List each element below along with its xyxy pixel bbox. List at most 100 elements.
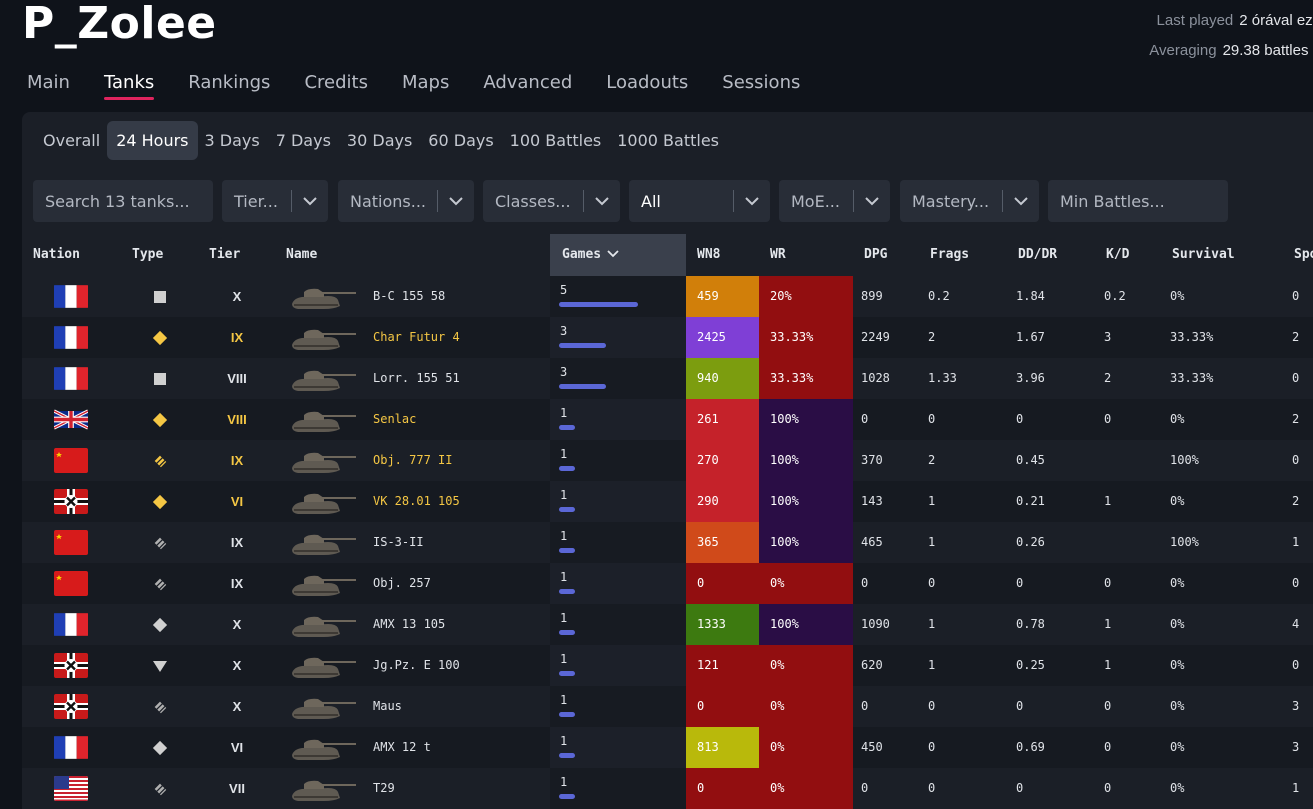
tab-maps[interactable]: Maps xyxy=(401,72,450,93)
spo-cell: 3 xyxy=(1292,740,1300,754)
column-header-tier[interactable]: Tier xyxy=(209,234,240,276)
search-input[interactable]: Search 13 tanks... xyxy=(33,180,213,222)
tier-cell: IX xyxy=(230,330,244,345)
class-td-icon xyxy=(152,698,168,715)
column-header-name[interactable]: Name xyxy=(286,234,317,276)
table-row[interactable]: X Maus 1 0 0% 0 0 0 0 0% 3 xyxy=(22,686,1313,727)
column-header-games[interactable]: Games xyxy=(550,234,686,276)
tank-name[interactable]: Char Futur 4 xyxy=(373,330,460,344)
moe-select[interactable]: MoE... xyxy=(779,180,890,222)
mastery-select[interactable]: Mastery... xyxy=(900,180,1039,222)
table-row[interactable]: IX Obj. 257 1 0 0% 0 0 0 0 0% 0 xyxy=(22,563,1313,604)
column-header-dpg[interactable]: DPG xyxy=(864,234,887,276)
tier-cell: X xyxy=(232,658,242,673)
period-60-days[interactable]: 60 Days xyxy=(428,131,494,150)
table-row[interactable]: IX Obj. 777 II 1 270 100% 370 2 0.45 100% 0 xyxy=(22,440,1313,481)
tab-advanced[interactable]: Advanced xyxy=(483,72,573,93)
column-header-survival[interactable]: Survival xyxy=(1172,234,1235,276)
dddr-cell: 3.96 xyxy=(1016,371,1045,385)
games-count: 1 xyxy=(560,775,568,789)
spo-cell: 1 xyxy=(1292,781,1300,795)
games-cell-bg xyxy=(550,522,686,563)
tank-name[interactable]: Obj. 777 II xyxy=(373,453,453,467)
games-count: 1 xyxy=(560,406,568,420)
tab-loadouts[interactable]: Loadouts xyxy=(606,72,689,93)
period-3-days[interactable]: 3 Days xyxy=(204,131,260,150)
tab-sessions[interactable]: Sessions xyxy=(722,72,801,93)
kd-cell: 0 xyxy=(1104,740,1112,754)
table-row[interactable]: VII T29 1 0 0% 0 0 0 0 0% 1 xyxy=(22,768,1313,809)
column-header-nation[interactable]: Nation xyxy=(33,234,80,276)
column-header-wr[interactable]: WR xyxy=(770,234,786,276)
flag-usa-icon xyxy=(54,776,88,801)
flag-ussr-icon xyxy=(54,571,88,596)
table-row[interactable]: X AMX 13 105 1 1333 100% 1090 1 0.78 1 0% 4 xyxy=(22,604,1313,645)
tank-image xyxy=(288,366,358,392)
last-played-label: Last played xyxy=(1156,12,1234,29)
tab-main[interactable]: Main xyxy=(27,72,70,93)
premium-select[interactable]: All xyxy=(629,180,770,222)
tank-image xyxy=(288,284,358,310)
tab-rankings[interactable]: Rankings xyxy=(188,72,271,93)
tank-name[interactable]: Lorr. 155 51 xyxy=(373,371,460,385)
winrate-cell: 0% xyxy=(759,645,853,686)
table-row[interactable]: X Jg.Pz. E 100 1 121 0% 620 1 0.25 1 0% 0 xyxy=(22,645,1313,686)
kd-cell: 0 xyxy=(1104,576,1112,590)
games-progress-bar xyxy=(559,466,575,471)
spo-cell: 2 xyxy=(1292,494,1300,508)
column-header-wn8[interactable]: WN8 xyxy=(697,234,720,276)
tank-image xyxy=(288,571,358,597)
column-header-spo[interactable]: Spo xyxy=(1294,234,1313,276)
period-100-battles[interactable]: 100 Battles xyxy=(509,131,602,150)
period-7-days[interactable]: 7 Days xyxy=(275,131,331,150)
divider xyxy=(733,190,734,212)
class-td-icon xyxy=(152,452,168,469)
classes-select[interactable]: Classes... xyxy=(483,180,620,222)
class-medium-icon xyxy=(152,739,168,756)
wn8-cell: 459 xyxy=(686,276,759,317)
winrate-cell: 100% xyxy=(759,604,853,645)
table-row[interactable]: VIII Lorr. 155 51 3 940 33.33% 1028 1.33 3.96 2 3… xyxy=(22,358,1313,399)
tank-name[interactable]: VK 28.01 105 xyxy=(373,494,460,508)
tank-name[interactable]: Senlac xyxy=(373,412,417,426)
table-row[interactable]: IX Char Futur 4 3 2425 33.33% 2249 2 1.67 3 33.33… xyxy=(22,317,1313,358)
tab-credits[interactable]: Credits xyxy=(304,72,368,93)
averaging: Averaging 29.38 battles a xyxy=(1149,42,1313,59)
period-30-days[interactable]: 30 Days xyxy=(346,131,413,150)
flag-france-icon xyxy=(54,366,88,391)
tank-name[interactable]: AMX 13 105 xyxy=(373,617,446,631)
survival-cell: 0% xyxy=(1170,576,1185,590)
table-row[interactable]: VIII Senlac 1 261 100% 0 0 0 0 0% 2 xyxy=(22,399,1313,440)
tank-name[interactable]: AMX 12 t xyxy=(373,740,431,754)
tank-name[interactable]: T29 xyxy=(373,781,395,795)
tank-name[interactable]: Jg.Pz. E 100 xyxy=(373,658,460,672)
period-overall[interactable]: Overall xyxy=(43,131,101,150)
tier-select[interactable]: Tier... xyxy=(222,180,328,222)
column-header-k-d[interactable]: K/D xyxy=(1106,234,1129,276)
min-battles-input[interactable]: Min Battles... xyxy=(1048,180,1228,222)
wn8-cell: 0 xyxy=(686,768,759,809)
class-medium-icon xyxy=(152,493,168,510)
tank-name[interactable]: Obj. 257 xyxy=(373,576,431,590)
table-row[interactable]: VI AMX 12 t 1 813 0% 450 0 0.69 0 0% 3 xyxy=(22,727,1313,768)
spo-cell: 0 xyxy=(1292,371,1300,385)
table-row[interactable]: IX IS-3-II 1 365 100% 465 1 0.26 100% 1 xyxy=(22,522,1313,563)
flag-germany-icon xyxy=(54,489,88,514)
table-row[interactable]: VI VK 28.01 105 1 290 100% 143 1 0.21 1 0% 2 xyxy=(22,481,1313,522)
tab-tanks[interactable]: Tanks xyxy=(103,72,155,100)
games-cell-bg xyxy=(550,686,686,727)
period-24-hours[interactable]: 24 Hours xyxy=(107,121,198,160)
tier-cell: VIII xyxy=(227,371,247,386)
column-header-dd-dr[interactable]: DD/DR xyxy=(1018,234,1057,276)
frags-cell: 2 xyxy=(928,330,936,344)
table-row[interactable]: X B-C 155 58 5 459 20% 899 0.2 1.84 0.2 0% 0 xyxy=(22,276,1313,317)
nations-select[interactable]: Nations... xyxy=(338,180,474,222)
column-header-frags[interactable]: Frags xyxy=(930,234,969,276)
class-medium-icon xyxy=(152,411,168,428)
tank-name[interactable]: Maus xyxy=(373,699,402,713)
column-header-type[interactable]: Type xyxy=(132,234,163,276)
tank-name[interactable]: IS-3-II xyxy=(373,535,424,549)
period-1000-battles[interactable]: 1000 Battles xyxy=(617,131,720,150)
tank-name[interactable]: B-C 155 58 xyxy=(373,289,446,303)
games-progress-bar xyxy=(559,671,575,676)
